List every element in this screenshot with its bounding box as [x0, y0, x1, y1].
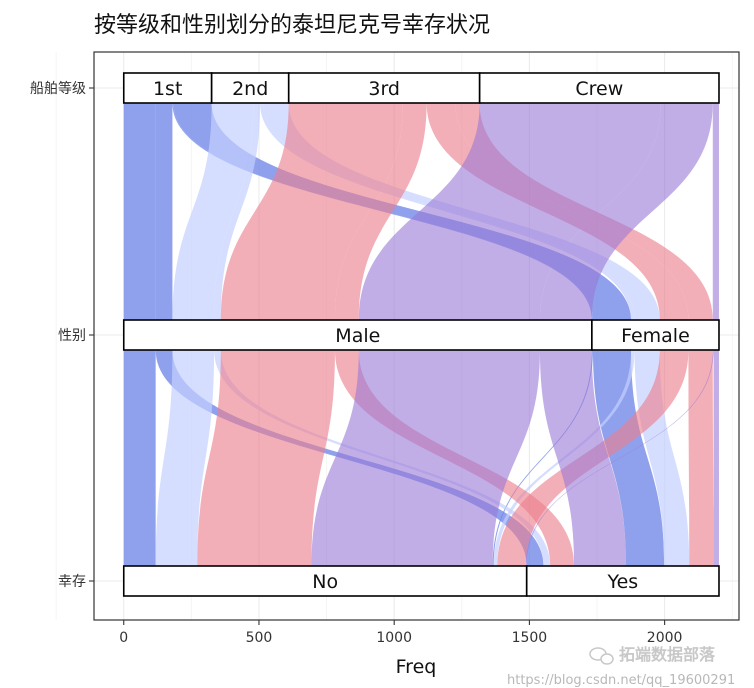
flow-sex-to-survival	[688, 350, 714, 566]
x-tick-label: 500	[246, 630, 273, 646]
wechat-icon	[589, 647, 614, 665]
flow-class-to-sex	[358, 103, 661, 320]
stratum-box	[525, 565, 720, 597]
flow-class-to-sex	[173, 103, 632, 320]
stratum-label: No	[312, 571, 338, 593]
watermark-url: https://blog.csdn.net/qq_19600291	[507, 673, 735, 688]
y-tick-label: 船舶等级	[30, 80, 86, 97]
x-tick-label: 0	[119, 630, 128, 646]
stratum-label: 2nd	[232, 78, 268, 100]
flow-sex-to-survival	[592, 350, 665, 566]
flow-sex-to-survival	[525, 350, 714, 566]
x-tick-label: 2000	[647, 630, 683, 646]
stratum-label: 3rd	[368, 78, 400, 100]
flow-sex-to-survival	[492, 350, 593, 566]
x-tick-label: 1500	[512, 630, 548, 646]
flow-class-to-sex	[123, 103, 156, 320]
strata-layer: 1st 2nd 3rd Crew Male Female No Yes	[122, 72, 720, 597]
flow-sex-to-survival	[713, 350, 719, 566]
flow-class-to-sex	[172, 103, 254, 320]
stratum-label: Crew	[575, 78, 623, 100]
stratum-box	[122, 565, 528, 597]
stratum-box	[478, 72, 720, 104]
watermark-brand: 拓端数据部落	[619, 645, 716, 664]
flow-class-to-sex	[713, 103, 719, 320]
flow-class-to-sex	[712, 103, 714, 320]
flow-class-to-sex	[214, 103, 261, 320]
chart-title: 按等级和性别划分的泰坦尼克号幸存状况	[94, 13, 490, 38]
plot-border	[93, 51, 740, 621]
x-tick-label: 1000	[376, 630, 412, 646]
stratum-label: 1st	[153, 78, 182, 100]
stratum-label: Yes	[607, 571, 639, 593]
y-tick-label: 性别	[58, 328, 86, 344]
flow-class-to-sex	[155, 103, 173, 320]
flow-layer	[123, 103, 719, 566]
flow-sex-to-survival	[155, 350, 215, 566]
stratum-label: Female	[621, 325, 690, 347]
flow-sex-to-survival	[539, 350, 626, 566]
y-tick-label: 幸存	[58, 574, 86, 590]
stratum-box	[122, 319, 593, 351]
flow-sex-to-survival	[311, 350, 540, 566]
x-axis-title: Freq	[396, 656, 437, 678]
stratum-box	[122, 72, 213, 104]
watermark: https://blog.csdn.net/qq_19600291 拓端数据部落	[507, 645, 735, 688]
flow-sex-to-survival	[197, 350, 335, 566]
stratum-box	[210, 72, 290, 104]
flow-class-to-sex	[539, 103, 713, 320]
flow-class-to-sex	[220, 103, 403, 320]
flow-sex-to-survival	[123, 350, 156, 566]
x-axis: 0 500 1000 1500 2000	[119, 620, 682, 646]
stratum-label: Male	[335, 325, 380, 347]
stratum-box	[591, 319, 720, 351]
flow-class-to-sex	[334, 103, 427, 320]
